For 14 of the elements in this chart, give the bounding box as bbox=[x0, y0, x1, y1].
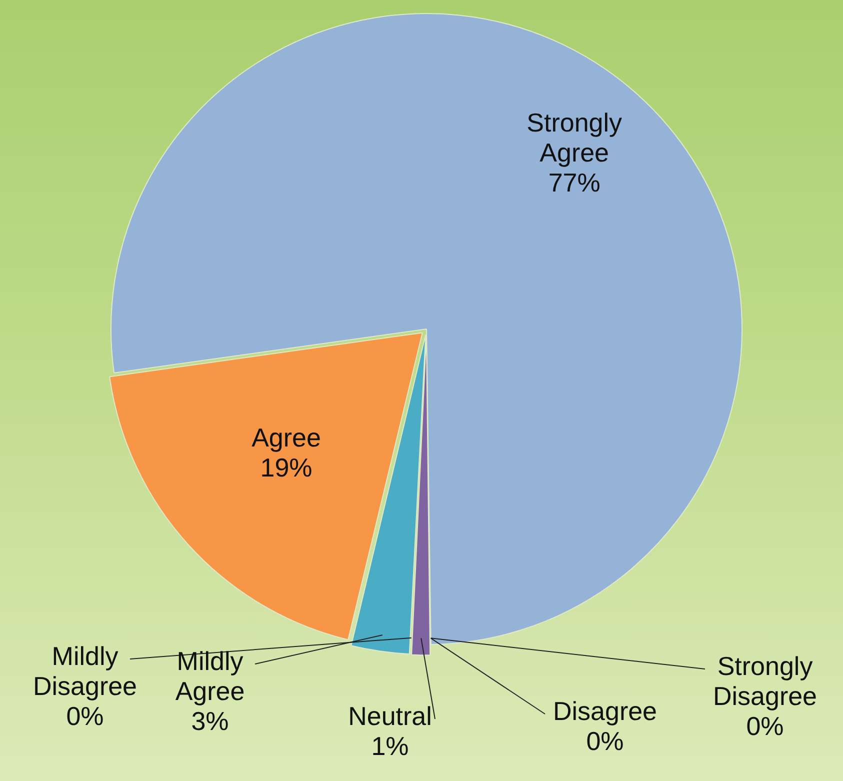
category-label: Mildly Disagree bbox=[32, 641, 138, 702]
text: 0% bbox=[746, 711, 784, 742]
data-label: 77% bbox=[548, 168, 600, 198]
data-label: 19% bbox=[260, 452, 312, 482]
category-label: Disagree bbox=[552, 696, 658, 726]
category-label: Strongly Disagree bbox=[712, 651, 818, 712]
data-label: 1% bbox=[371, 731, 409, 762]
slice-label: Agree bbox=[252, 422, 321, 452]
slice-label: Neutral bbox=[348, 701, 432, 732]
text: 0% bbox=[66, 701, 104, 732]
text: 0% bbox=[586, 726, 624, 756]
data-label: 3% bbox=[191, 706, 229, 736]
slice-label: Strongly Agree bbox=[526, 108, 622, 168]
slice-label: Mildly Agree bbox=[175, 646, 245, 706]
